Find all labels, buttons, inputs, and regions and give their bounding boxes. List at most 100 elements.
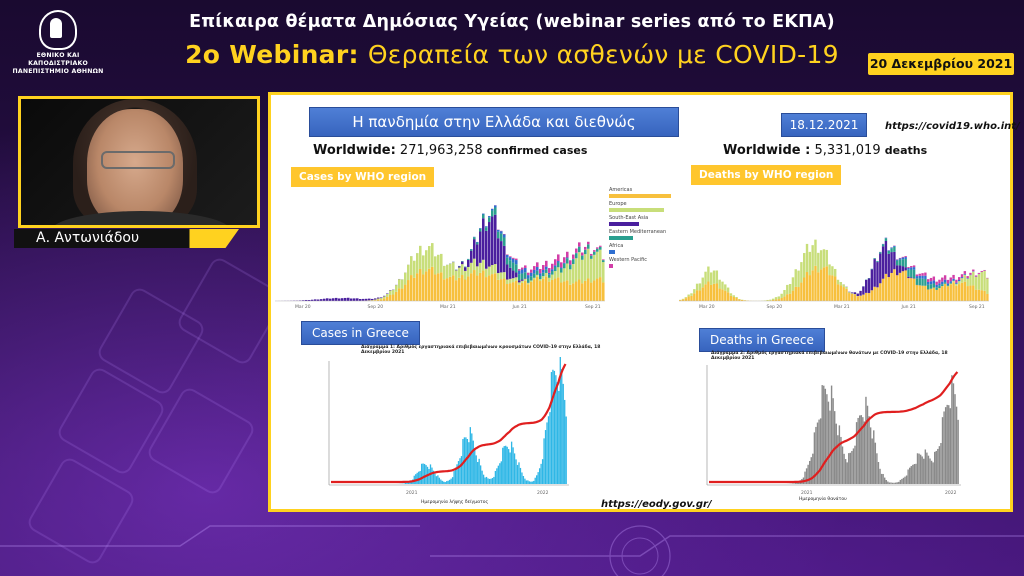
stack-bar-segment — [374, 298, 377, 300]
stack-bar-segment — [530, 281, 533, 301]
stack-bar-segment — [901, 266, 905, 272]
stack-bar-segment — [482, 218, 485, 260]
stack-bar-segment — [530, 276, 533, 281]
greece-bar — [880, 473, 883, 484]
greece-bar — [944, 407, 947, 484]
greece-bar — [923, 458, 925, 484]
stack-bar-segment — [958, 284, 961, 301]
worldwide-cases-value: 271,963,258 — [399, 143, 483, 158]
stack-bar-segment — [416, 273, 419, 301]
stack-bar-segment — [704, 271, 707, 285]
stack-bar-segment — [506, 264, 509, 280]
greece-bar — [422, 463, 424, 484]
greece-bar — [428, 468, 430, 484]
stack-bar-segment — [870, 269, 874, 291]
stack-bar-segment — [963, 281, 967, 301]
stack-bar-segment — [299, 300, 302, 301]
stack-bar-segment — [941, 284, 944, 287]
stack-bar-segment — [715, 283, 719, 301]
stack-bar-segment — [539, 281, 542, 301]
stack-bar-segment — [766, 299, 769, 301]
stack-bar-segment — [479, 228, 482, 229]
stack-bar-segment — [859, 290, 862, 296]
stack-bar-segment — [350, 298, 353, 301]
stack-bar-segment — [907, 266, 910, 268]
greece-deaths-cumulative-line — [709, 371, 959, 484]
stack-bar-segment — [941, 286, 944, 301]
greece-bar — [924, 449, 927, 484]
greece-bar — [888, 482, 891, 484]
stack-bar-segment — [545, 266, 548, 270]
stack-bar-segment — [566, 280, 569, 301]
stack-bar-segment — [329, 298, 332, 301]
stack-bar-segment — [578, 246, 581, 253]
greece-bar — [848, 453, 850, 484]
stack-bar-segment — [371, 298, 374, 301]
stack-bar-segment — [380, 297, 383, 299]
greece-bar — [524, 478, 526, 484]
stack-bar-segment — [898, 258, 902, 260]
stack-bar-segment — [569, 265, 572, 270]
stack-bar-segment — [491, 265, 494, 275]
greece-bar — [493, 476, 495, 484]
stack-bar-segment — [506, 257, 509, 265]
stack-bar-segment — [831, 266, 834, 276]
stack-bar-segment — [488, 222, 491, 267]
stack-bar-segment — [422, 274, 425, 301]
stack-bar-segment — [980, 270, 983, 272]
stack-bar-segment — [907, 276, 910, 279]
greece-bar — [846, 462, 848, 484]
greece-bar — [938, 446, 941, 484]
stack-bar-segment — [584, 254, 587, 281]
stack-bar-segment — [983, 269, 986, 271]
greece-bar — [859, 415, 861, 484]
greece-bar — [919, 454, 922, 484]
stack-bar-segment — [695, 283, 699, 291]
stack-bar-segment — [602, 260, 605, 263]
stack-bar-segment — [848, 293, 851, 301]
stack-bar-segment — [859, 295, 862, 301]
stack-bar-segment — [476, 244, 479, 267]
stack-bar-segment — [865, 279, 868, 293]
stack-bar-segment — [434, 256, 437, 275]
stack-bar-segment — [898, 272, 902, 301]
stack-bar-segment — [584, 280, 587, 301]
stack-bar-segment — [955, 282, 958, 284]
greece-bar — [403, 483, 405, 484]
stack-bar-segment — [972, 269, 975, 272]
stack-bar-segment — [434, 274, 437, 301]
greece-bar — [851, 451, 853, 484]
stack-bar-segment — [924, 272, 927, 276]
greece-bar — [840, 436, 842, 484]
stack-bar-segment — [701, 287, 704, 301]
greece-bar — [941, 417, 944, 484]
stack-bar-segment — [904, 256, 907, 258]
legend-swatch — [609, 236, 633, 240]
stack-bar-segment — [533, 279, 536, 301]
stack-bar-segment — [479, 272, 482, 301]
greece-bar — [879, 468, 881, 484]
stack-bar-segment — [410, 275, 413, 301]
stack-bar-segment — [743, 300, 747, 301]
greece-bar — [434, 473, 436, 484]
stack-bar-segment — [545, 272, 548, 277]
greece-bar — [474, 448, 476, 484]
stack-bar-segment — [983, 290, 986, 301]
stack-bar-segment — [554, 259, 557, 266]
stack-bar-segment — [431, 243, 434, 267]
stack-bar-segment — [566, 257, 569, 259]
greece-deaths-bars — [779, 375, 959, 484]
stack-bar-segment — [710, 272, 713, 285]
stack-bar-segment — [518, 270, 521, 275]
greece-bar — [441, 480, 443, 484]
stack-bar-segment — [308, 300, 311, 301]
greece-bar — [519, 467, 522, 484]
legend-swatch — [609, 208, 664, 212]
stack-bar-segment — [584, 246, 587, 250]
stack-bar-segment — [473, 237, 476, 240]
stack-bar-segment — [506, 279, 509, 285]
stack-bar-segment — [518, 282, 521, 285]
stack-bar-segment — [320, 299, 323, 301]
stack-bar-segment — [912, 267, 916, 270]
stack-bar-segment — [464, 267, 467, 271]
